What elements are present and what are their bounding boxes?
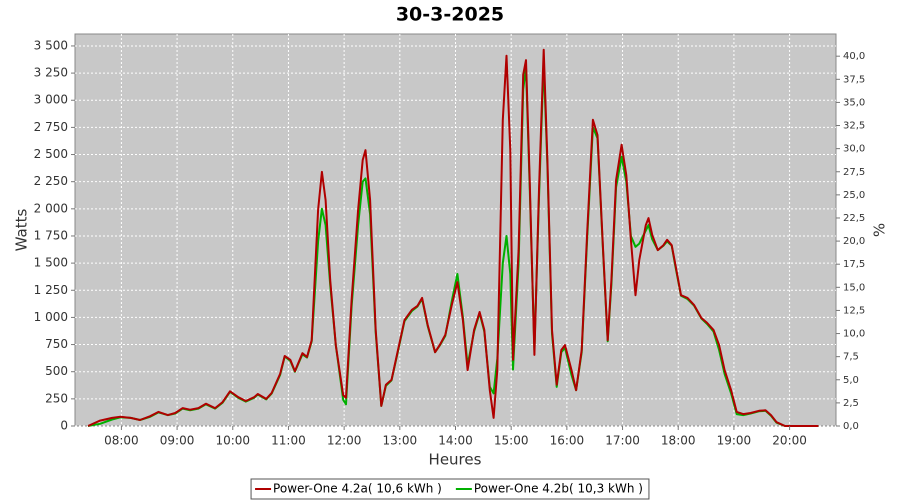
y2-tick-label: 12,5: [843, 305, 865, 316]
y-tick-label: 500: [45, 364, 68, 378]
x-tick-label: 16:00: [550, 434, 585, 448]
x-axis-label: Heures: [429, 451, 482, 469]
x-tick-label: 20:00: [772, 434, 807, 448]
y-tick-label: 750: [45, 337, 68, 351]
y-tick-label: 1 500: [34, 256, 68, 270]
x-tick-label: 17:00: [605, 434, 640, 448]
x-tick-label: 19:00: [717, 434, 752, 448]
y2-tick-label: 22,5: [843, 213, 865, 224]
x-tick-label: 14:00: [438, 434, 473, 448]
y2-axis-label: %: [871, 223, 889, 237]
y-tick-label: 2 750: [34, 120, 68, 134]
x-tick-label: 13:00: [383, 434, 418, 448]
y-tick-label: 1 750: [34, 228, 68, 242]
y2-tick-label: 15,0: [843, 282, 865, 293]
y2-tick-label: 2,5: [843, 398, 859, 409]
y2-tick-label: 37,5: [843, 74, 865, 85]
y2-tick-label: 20,0: [843, 236, 865, 247]
y-tick-label: 2 000: [34, 201, 68, 215]
y2-tick-label: 7,5: [843, 352, 859, 363]
x-tick-label: 08:00: [104, 434, 139, 448]
legend-label: Power-One 4.2b( 10,3 kWh ): [474, 482, 643, 496]
x-tick-label: 10:00: [215, 434, 250, 448]
y2-tick-label: 25,0: [843, 190, 865, 201]
y-tick-label: 3 000: [34, 93, 68, 107]
chart-title: 30-3-2025: [396, 4, 504, 26]
y-tick-label: 3 250: [34, 66, 68, 80]
y-tick-label: 1 250: [34, 283, 68, 297]
y2-tick-label: 27,5: [843, 167, 865, 178]
y2-tick-label: 30,0: [843, 144, 865, 155]
y-tick-label: 0: [60, 419, 68, 433]
y-axis-label: Watts: [13, 209, 31, 252]
y-tick-label: 3 500: [34, 38, 68, 52]
y-tick-label: 2 500: [34, 147, 68, 161]
y2-tick-label: 35,0: [843, 97, 865, 108]
x-tick-label: 11:00: [271, 434, 306, 448]
y2-tick-label: 32,5: [843, 121, 865, 132]
x-tick-label: 18:00: [661, 434, 696, 448]
y2-tick-label: 40,0: [843, 51, 865, 62]
series-line: [87, 48, 819, 427]
x-tick-label: 12:00: [327, 434, 362, 448]
x-tick-label: 09:00: [160, 434, 195, 448]
y2-tick-label: 10,0: [843, 329, 865, 340]
y2-tick-label: 0,0: [843, 421, 859, 432]
legend: Power-One 4.2a( 10,6 kWh ) Power-One 4.2b…: [250, 478, 650, 500]
y-tick-label: 1 000: [34, 310, 68, 324]
legend-frame: [250, 478, 650, 500]
legend-label: Power-One 4.2a( 10,6 kWh ): [273, 482, 442, 496]
y-tick-label: 2 250: [34, 174, 68, 188]
y-tick-label: 250: [45, 391, 68, 405]
y2-tick-label: 5,0: [843, 375, 859, 386]
y2-tick-label: 17,5: [843, 259, 865, 270]
x-tick-label: 15:00: [494, 434, 529, 448]
